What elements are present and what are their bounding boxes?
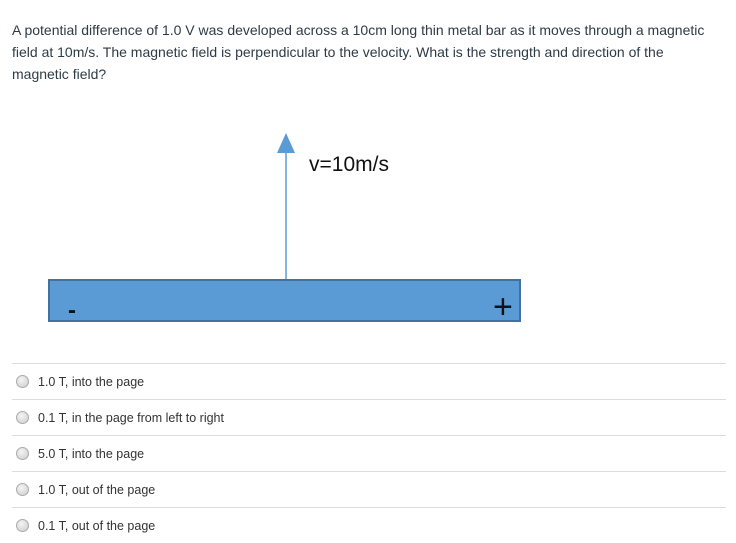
radio-button[interactable] (16, 411, 29, 424)
answer-option[interactable]: 5.0 T, into the page (12, 435, 726, 471)
option-label: 1.0 T, out of the page (38, 482, 156, 497)
velocity-arrow-head (277, 133, 295, 153)
option-label: 1.0 T, into the page (38, 374, 145, 389)
radio-button[interactable] (16, 483, 29, 496)
answer-option[interactable]: 0.1 T, in the page from left to right (12, 399, 726, 435)
answer-options: 1.0 T, into the page 0.1 T, in the page … (12, 363, 726, 543)
answer-option[interactable]: 1.0 T, into the page (12, 363, 726, 399)
answer-option[interactable]: 1.0 T, out of the page (12, 471, 726, 507)
plus-label: + (493, 288, 513, 326)
radio-button[interactable] (16, 375, 29, 388)
radio-button[interactable] (16, 519, 29, 532)
question-text: A potential difference of 1.0 V was deve… (12, 22, 705, 82)
metal-bar (48, 279, 521, 322)
minus-label: - (68, 297, 76, 324)
option-label: 0.1 T, in the page from left to right (38, 410, 224, 425)
option-label: 0.1 T, out of the page (38, 518, 156, 533)
diagram: v=10m/s - + (48, 133, 521, 326)
answer-option[interactable]: 0.1 T, out of the page (12, 507, 726, 543)
velocity-label: v=10m/s (309, 153, 389, 176)
option-label: 5.0 T, into the page (38, 446, 145, 461)
radio-button[interactable] (16, 447, 29, 460)
